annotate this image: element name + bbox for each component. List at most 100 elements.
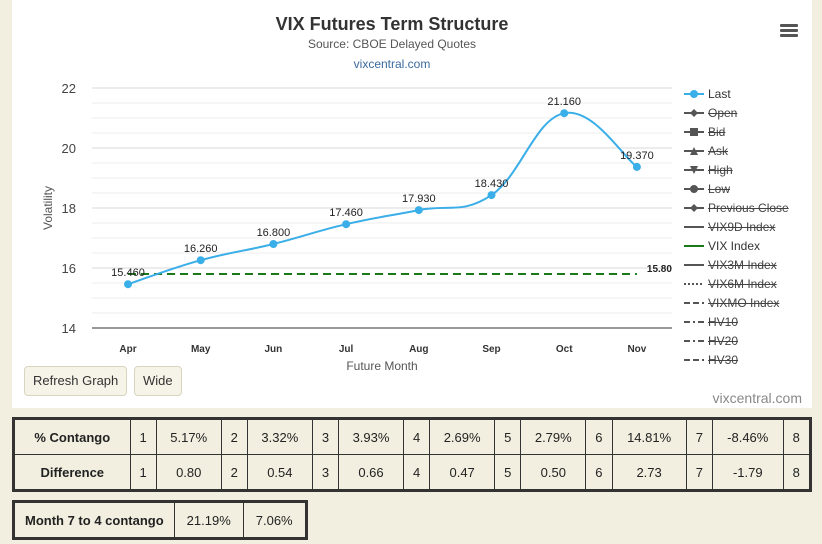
- legend-symbol-icon: [684, 146, 704, 155]
- value-cell: 2.79%: [520, 419, 587, 455]
- hamburger-menu-icon[interactable]: [780, 24, 798, 38]
- legend-item[interactable]: HV30: [684, 350, 814, 369]
- legend-label: Bid: [708, 124, 726, 139]
- legend-item[interactable]: HV10: [684, 312, 814, 331]
- month-index-cell: 8: [782, 454, 810, 490]
- vix-index-label: 15.80: [647, 264, 672, 275]
- legend-label: VIX6M Index: [708, 276, 777, 291]
- legend-label: High: [708, 162, 733, 177]
- data-point: [632, 162, 641, 171]
- month-index-cell: 8: [782, 419, 810, 455]
- legend-item[interactable]: Low: [684, 179, 814, 198]
- data-point: [342, 220, 351, 229]
- legend-symbol-icon: [684, 244, 704, 247]
- month-index-cell: 2: [220, 454, 248, 490]
- legend-item[interactable]: Previous Close: [684, 198, 814, 217]
- month-contango-value: 7.06%: [242, 502, 306, 538]
- month-index-cell: 1: [129, 454, 157, 490]
- refresh-graph-button[interactable]: Refresh Graph: [24, 366, 128, 396]
- data-point: [560, 109, 569, 118]
- data-point: [196, 256, 205, 265]
- legend-label: VIXMO Index: [708, 295, 780, 310]
- value-cell: -1.79: [712, 454, 784, 490]
- legend-symbol-icon: [684, 165, 704, 174]
- legend-item[interactable]: HV20: [684, 331, 814, 350]
- legend-label: Last: [708, 86, 731, 101]
- legend-symbol-icon: [684, 263, 704, 266]
- legend-label: HV30: [708, 352, 739, 367]
- y-tick-label: 18: [62, 201, 76, 216]
- contango-table: % Contango 1 5.17% 2 3.32% 3 3.93% 4 2.69% 5 2.79%…: [12, 417, 812, 492]
- data-label: 15.460: [111, 267, 145, 279]
- source-link[interactable]: vixcentral.com: [353, 57, 431, 71]
- month-index-cell: 2: [220, 419, 248, 455]
- x-tick-label: Apr: [119, 344, 136, 355]
- legend-item[interactable]: VIX3M Index: [684, 255, 814, 274]
- data-label: 21.160: [547, 96, 581, 108]
- legend-item[interactable]: VIXMO Index: [684, 293, 814, 312]
- value-cell: 14.81%: [611, 419, 687, 455]
- legend-item[interactable]: Last: [684, 84, 814, 103]
- value-cell: 5.17%: [155, 419, 222, 455]
- legend-symbol-icon: [684, 108, 704, 117]
- value-cell: 0.80: [155, 454, 222, 490]
- y-tick-label: 20: [62, 141, 76, 156]
- data-point: [487, 191, 496, 200]
- legend-label: HV10: [708, 314, 739, 329]
- value-cell: 0.66: [338, 454, 404, 490]
- chart-subtitle: Source: CBOE Delayed Quotes: [307, 37, 477, 51]
- legend-symbol-icon: [684, 89, 704, 98]
- legend-symbol-icon: [684, 225, 704, 228]
- legend-item[interactable]: VIX9D Index: [684, 217, 814, 236]
- data-point: [124, 280, 132, 289]
- chart-credit: vixcentral.com: [712, 390, 802, 406]
- x-tick-label: Nov: [627, 344, 646, 355]
- x-axis-title: Future Month: [346, 359, 417, 373]
- value-cell: 3.93%: [338, 419, 404, 455]
- value-cell: 0.47: [429, 454, 496, 490]
- legend-label: Open: [708, 105, 738, 120]
- legend-label: VIX3M Index: [708, 257, 777, 272]
- legend-symbol-icon: [684, 184, 704, 193]
- data-label: 17.930: [402, 193, 436, 205]
- wide-button[interactable]: Wide: [134, 366, 182, 396]
- x-tick-label: Sep: [482, 344, 500, 355]
- x-tick-label: Jul: [339, 344, 354, 355]
- y-axis-title: Volatility: [41, 186, 55, 230]
- legend-item[interactable]: Open: [684, 103, 814, 122]
- chart-panel: 14 16 18 20 22 Apr May Jun Jul Aug Sep Oct Nov Future…: [12, 0, 812, 408]
- legend-item[interactable]: Bid: [684, 122, 814, 141]
- month-index-cell: 3: [311, 454, 340, 490]
- legend-label: HV20: [708, 333, 739, 348]
- contango-row: % Contango 1 5.17% 2 3.32% 3 3.93% 4 2.69% 5 2.79%…: [14, 419, 810, 455]
- legend-label: Previous Close: [708, 200, 789, 215]
- month-index-cell: 4: [402, 454, 431, 490]
- month-contango-value: 21.19%: [173, 502, 244, 538]
- legend-label: VIX9D Index: [708, 219, 776, 234]
- x-tick-label: Oct: [556, 344, 573, 355]
- data-label: 18.430: [475, 178, 509, 190]
- y-tick-label: 22: [62, 81, 76, 96]
- chart-title: VIX Futures Term Structure: [275, 14, 509, 34]
- legend-item[interactable]: High: [684, 160, 814, 179]
- data-label: 17.460: [329, 207, 363, 219]
- legend-symbol-icon: [684, 127, 704, 136]
- value-cell: 3.32%: [246, 419, 313, 455]
- x-tick-label: May: [191, 344, 211, 355]
- legend-symbol-icon: [684, 320, 704, 323]
- month-index-cell: 3: [311, 419, 340, 455]
- month-index-cell: 7: [685, 419, 714, 455]
- legend-item[interactable]: VIX Index: [684, 236, 814, 255]
- data-label: 19.370: [620, 150, 654, 162]
- legend-symbol-icon: [684, 358, 704, 361]
- row-label: % Contango: [14, 419, 131, 455]
- legend-item[interactable]: VIX6M Index: [684, 274, 814, 293]
- value-cell: -8.46%: [712, 419, 784, 455]
- data-label: 16.800: [257, 227, 291, 239]
- contango-row: Difference 1 0.80 2 0.54 3 0.66 4 0.47 5 0.50 6 2.73…: [14, 454, 810, 490]
- legend-symbol-icon: [684, 203, 704, 212]
- value-cell: 0.54: [246, 454, 313, 490]
- legend-item[interactable]: Ask: [684, 141, 814, 160]
- legend-label: VIX Index: [708, 238, 761, 253]
- last-series-line: [127, 111, 638, 286]
